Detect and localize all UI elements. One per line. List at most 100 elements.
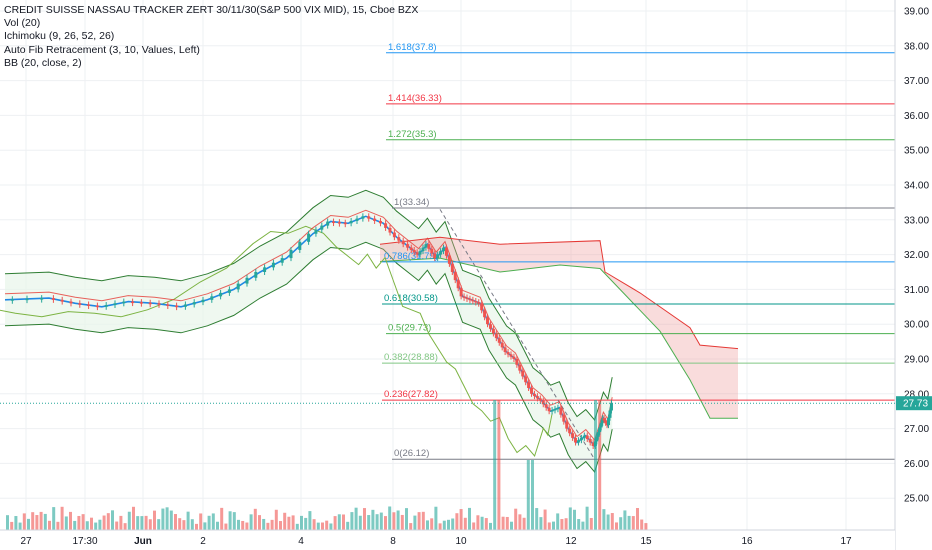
candle-body [406,244,410,248]
candle-body [236,283,240,290]
volume-bar [367,515,371,530]
candle-body [361,216,365,219]
candle-body [427,244,431,249]
volume-bar [577,519,581,530]
candle-body [392,232,396,238]
candle-body [409,247,413,250]
legend-item-fib[interactable]: Auto Fib Retracement (3, 10, Values, Lef… [4,43,200,56]
candle-body [201,299,205,303]
candle-body [609,403,613,411]
volume-bar [10,521,14,530]
candle-body [565,421,569,429]
volume-bar [262,518,266,530]
volume-bar [552,521,555,530]
volume-bar [522,517,526,530]
volume-bar [560,519,564,530]
candle-body [486,317,490,325]
volume-bar [153,510,156,530]
volume-bar [358,515,362,530]
volume-bar [220,507,224,530]
volume-bar [581,521,585,530]
ichimoku-span-a [379,236,739,350]
volume-bar [468,507,471,530]
volume-bar [165,507,169,530]
volume-bar [211,513,215,530]
x-tick-label: 17 [840,536,852,547]
volume-bar [283,512,287,530]
candle-body [263,267,267,272]
volume-bar [123,523,127,530]
volume-bar [308,511,312,530]
volume-bar [18,522,22,530]
candle-body [608,410,612,418]
y-tick-label: 39.00 [904,7,929,18]
volume-bar [379,512,383,530]
fib-level-label: 1.272(35.3) [388,129,437,140]
candle-body [69,301,73,304]
volume-bar [539,517,543,530]
price-axis[interactable] [895,0,932,550]
volume-bar [207,515,211,530]
fib-level-label: 1(33.34) [394,197,429,208]
x-tick-label: 27 [20,536,32,547]
volume-bar [98,519,102,530]
volume-bar [568,507,572,530]
volume-bar [127,511,131,530]
candle-body [78,303,82,305]
volume-bar [585,506,589,530]
volume-bar [39,511,43,530]
candle-body [436,254,440,259]
volume-bar [270,519,274,530]
volume-bar [295,523,299,530]
candle-body [60,299,64,302]
candle-body [397,237,401,241]
volume-bar [90,517,93,530]
legend-item-ichimoku[interactable]: Ichimoku (9, 26, 52, 26) [4,30,115,43]
x-tick-label: 2 [200,536,206,547]
volume-bar [157,519,161,530]
volume-bar [85,521,89,530]
volume-bar [144,515,148,530]
legend-item-volume[interactable]: Vol (20) [4,17,41,30]
candle-body [40,298,44,300]
volume-bar [241,520,245,530]
volume-bar [417,512,421,530]
volume-bar [409,523,413,530]
candle-body [388,227,392,233]
volume-bar [325,520,329,530]
volume-bar [531,460,534,530]
x-tick-label: 15 [640,536,652,547]
candle-body [367,216,371,219]
candle-body [480,303,484,311]
candle-body [462,296,466,298]
x-tick-label: Jun [134,536,152,547]
volume-bar [253,508,257,530]
y-tick-label: 30.00 [904,320,929,331]
volume-bar [472,522,476,530]
candle-body [131,301,135,304]
volume-bar [245,522,249,530]
candle-body [104,305,108,307]
volume-bar [102,515,106,530]
y-tick-label: 38.00 [904,41,929,52]
y-tick-label: 29.00 [904,355,929,366]
volume-bar [543,509,547,530]
volume-bar [342,514,345,530]
volume-bar [64,516,68,530]
volume-bar [232,512,236,530]
volume-bar [94,522,98,530]
candle-body [556,407,560,410]
candle-body [574,437,578,443]
volume-bar [228,511,232,530]
x-tick-label: 12 [565,536,577,547]
candle-body [320,225,324,230]
candle-body [87,304,91,306]
candle-body [349,220,353,224]
legend-item-bb[interactable]: BB (20, close, 2) [4,56,82,69]
y-tick-label: 32.00 [904,250,929,261]
time-axis[interactable] [0,530,895,550]
candle-body [576,440,580,443]
candle-body [412,249,416,253]
